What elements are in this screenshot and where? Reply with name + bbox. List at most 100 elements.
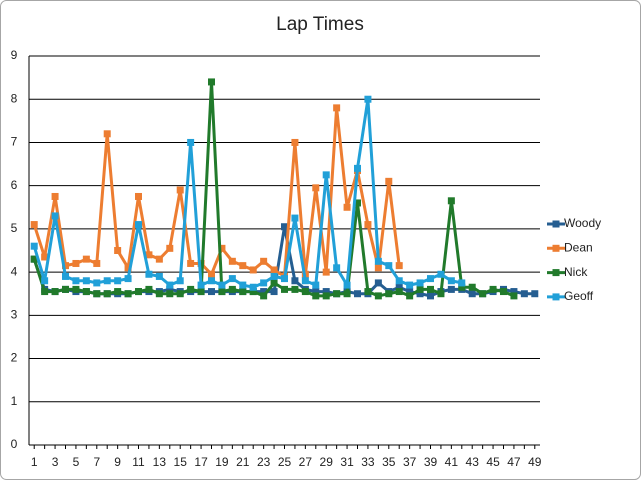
x-tick-label: 41	[445, 455, 459, 469]
marker	[124, 290, 132, 298]
marker	[312, 288, 320, 296]
marker	[343, 203, 351, 211]
x-tick-label: 3	[52, 455, 59, 469]
marker	[103, 277, 111, 285]
marker	[531, 290, 539, 298]
marker	[145, 251, 153, 259]
x-tick-label: 27	[299, 455, 313, 469]
marker	[374, 292, 382, 300]
marker	[30, 242, 38, 250]
marker	[228, 257, 236, 265]
marker	[364, 95, 372, 103]
marker	[249, 266, 257, 274]
x-tick-label: 37	[403, 455, 417, 469]
legend-label: Woody	[564, 216, 601, 230]
marker	[82, 255, 90, 263]
marker	[114, 288, 122, 296]
marker	[374, 279, 382, 287]
marker	[489, 285, 497, 293]
marker	[103, 290, 111, 298]
y-tick-label: 4	[11, 264, 18, 278]
marker	[406, 288, 414, 296]
y-tick-label: 2	[11, 351, 18, 365]
marker	[124, 264, 132, 272]
y-tick-label: 8	[11, 91, 18, 105]
marker	[520, 290, 528, 298]
marker	[374, 264, 382, 272]
x-tick-label: 11	[132, 455, 145, 469]
marker	[249, 283, 257, 291]
marker	[281, 223, 288, 231]
marker	[281, 285, 288, 293]
marker	[322, 268, 330, 276]
marker	[301, 288, 309, 296]
marker	[395, 288, 403, 296]
marker	[333, 104, 341, 112]
marker	[510, 292, 518, 300]
marker	[260, 279, 268, 287]
marker	[510, 288, 518, 296]
legend-marker	[552, 293, 560, 301]
marker	[114, 277, 122, 285]
marker	[291, 214, 299, 222]
marker	[406, 292, 414, 300]
y-tick-label: 9	[11, 48, 18, 62]
marker	[364, 288, 372, 296]
marker	[406, 281, 414, 289]
marker	[72, 259, 80, 267]
y-tick-label: 7	[11, 135, 18, 149]
marker	[385, 177, 393, 185]
marker	[62, 272, 69, 280]
marker	[218, 281, 226, 289]
marker	[447, 285, 455, 293]
marker	[155, 255, 163, 263]
marker	[354, 290, 361, 298]
marker	[395, 283, 403, 291]
marker	[458, 283, 466, 291]
marker	[301, 277, 309, 285]
marker	[135, 221, 142, 229]
y-tick-label: 0	[11, 437, 18, 451]
marker	[249, 288, 257, 296]
marker	[145, 270, 153, 278]
legend-label: Nick	[564, 265, 588, 279]
marker	[218, 244, 226, 252]
marker	[427, 275, 434, 283]
x-tick-label: 17	[194, 455, 208, 469]
legend-label: Geoff	[564, 289, 594, 303]
x-tick-label: 47	[507, 455, 521, 469]
marker	[312, 292, 320, 300]
marker	[114, 247, 122, 254]
marker	[260, 288, 268, 296]
marker	[93, 290, 101, 298]
marker	[447, 277, 455, 285]
marker	[291, 138, 299, 146]
marker	[30, 221, 38, 229]
marker	[427, 285, 434, 293]
marker	[41, 253, 49, 261]
marker	[479, 290, 487, 298]
marker	[155, 290, 163, 298]
marker	[135, 288, 142, 296]
marker	[291, 277, 299, 285]
x-tick-label: 45	[486, 455, 500, 469]
marker	[354, 164, 361, 172]
legend-marker	[552, 220, 560, 228]
marker	[197, 288, 205, 296]
marker	[260, 292, 268, 300]
marker	[228, 275, 236, 283]
marker	[322, 288, 330, 296]
marker	[458, 279, 466, 287]
marker	[343, 290, 351, 298]
marker	[145, 285, 153, 293]
x-tick-label: 23	[257, 455, 271, 469]
marker	[437, 290, 445, 298]
marker	[72, 277, 80, 285]
marker	[41, 277, 49, 285]
marker	[354, 199, 361, 207]
legend-marker	[552, 244, 560, 252]
marker	[103, 130, 111, 138]
x-tick-label: 19	[215, 455, 229, 469]
